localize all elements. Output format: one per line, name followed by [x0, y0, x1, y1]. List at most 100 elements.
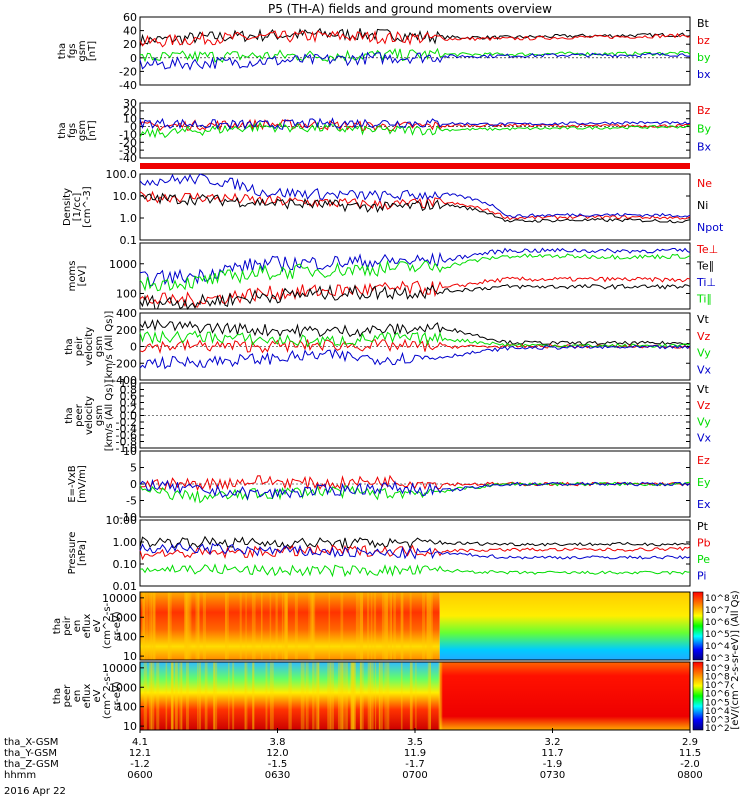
- spectrogram-streak: [195, 592, 200, 660]
- spectrogram-streak: [228, 662, 230, 730]
- spectrogram-streak: [340, 592, 344, 660]
- time-axis-row-label: tha_X-GSM: [4, 737, 58, 748]
- series-line-Ne: [139, 190, 691, 221]
- y-tick-label: 100: [116, 287, 137, 300]
- spectrogram-streak: [355, 592, 359, 660]
- colorbar-tick-label: 10^3: [705, 654, 730, 664]
- spectrogram-streak: [345, 662, 348, 730]
- y-axis-label: velocity: [84, 327, 95, 366]
- spectrogram-streak: [145, 592, 149, 660]
- legend-entry: Ni: [697, 199, 708, 212]
- y-tick-label: 20: [123, 38, 137, 51]
- spectrogram-streak: [300, 662, 305, 730]
- y-tick-label: -0.4: [116, 423, 137, 436]
- spectrogram-streak: [284, 592, 286, 660]
- series-line-Ey: [139, 481, 691, 504]
- y-axis-label: en: [72, 690, 83, 703]
- spectrogram-streak: [409, 662, 413, 730]
- spectrogram-streak: [384, 592, 388, 660]
- series-line-By: [139, 121, 691, 139]
- legend-entry: Vy: [697, 347, 711, 360]
- y-axis-label: sr-eV): [112, 611, 123, 640]
- spectrogram-streak: [370, 592, 373, 660]
- spectrogram-streak: [288, 662, 292, 730]
- spectrogram-region: [439, 592, 690, 660]
- spectrogram-streak: [438, 662, 442, 730]
- spectrogram-streak: [168, 592, 170, 660]
- time-axis-value: -1.9: [543, 759, 563, 770]
- spectrogram-streak: [328, 592, 331, 660]
- y-axis-label: peir: [74, 336, 85, 356]
- spectrogram-streak: [369, 662, 374, 730]
- spectrogram-streak: [428, 592, 432, 660]
- series-line-Ex: [139, 478, 691, 501]
- spectrogram-streak: [179, 662, 182, 730]
- y-tick-label: 0.6: [120, 390, 138, 403]
- y-tick-label: -30: [119, 144, 137, 157]
- spectrogram-1: 10000 1000 100 10 tha peir en eflux eV (cm^2-s-sr…: [52, 591, 730, 664]
- time-axis-value: -1.5: [268, 759, 288, 770]
- chart-title: P5 (TH-A) fields and ground moments over…: [268, 2, 552, 16]
- y-tick-label: 0.2: [120, 403, 138, 416]
- time-axis-value: 12.0: [266, 748, 288, 759]
- spectrogram-streak: [384, 662, 386, 730]
- y-tick-label: 1.0: [120, 212, 138, 225]
- legend-entry: Bt: [697, 17, 710, 30]
- y-tick-label: 10000: [102, 592, 137, 605]
- spectrogram-streak: [269, 662, 274, 730]
- y-axis-label: eV: [92, 619, 103, 632]
- legend-entry: bz: [697, 34, 710, 47]
- y-axis-label: [km/s (All Qs)]: [104, 380, 115, 452]
- y-axis-label: tha: [52, 618, 63, 634]
- y-tick-label: -10: [119, 128, 137, 141]
- y-tick-label: 0.8: [120, 384, 138, 397]
- panel-frame: [139, 382, 691, 449]
- y-tick-label: 100: [116, 631, 137, 644]
- spectrogram-streak: [386, 662, 390, 730]
- time-axis-value: 11.7: [541, 748, 563, 759]
- time-axis-value: 11.9: [404, 748, 426, 759]
- y-tick-label: 200: [116, 324, 137, 337]
- colorbar-tick-label: 10^6: [705, 618, 730, 628]
- y-axis-label: [nT]: [87, 41, 98, 61]
- spectrogram-streak: [426, 592, 429, 660]
- y-tick-label: 0: [130, 121, 137, 134]
- series-line-Pt: [139, 535, 691, 550]
- y-axis-label: peir: [62, 615, 73, 635]
- y-tick-label: 10.0: [113, 190, 138, 203]
- spectrogram-streak: [148, 592, 152, 660]
- series-line-Npot: [139, 173, 691, 218]
- spectrogram-streak: [185, 592, 189, 660]
- spectrogram-streak: [393, 592, 396, 660]
- spectrogram-streak: [286, 592, 288, 660]
- spectrogram-streak: [245, 662, 248, 730]
- spectrogram-streak: [188, 592, 192, 660]
- y-axis-label: [nT]: [87, 120, 98, 140]
- spectrogram-streak: [294, 592, 298, 660]
- y-tick-label: -40: [119, 79, 137, 92]
- series-line-Ti∥: [139, 253, 691, 292]
- spectrogram-streak: [315, 662, 320, 730]
- spectrogram-streak: [367, 662, 371, 730]
- spectrogram-streak: [184, 592, 187, 660]
- spectrogram-streak: [252, 662, 254, 730]
- spectrogram-streak: [202, 592, 206, 660]
- y-tick-label: 0: [130, 478, 137, 491]
- y-axis-label: tha: [57, 122, 68, 138]
- spectrogram-streak: [426, 592, 430, 660]
- panel-8: 10.00 1.00 0.10 0.01 Pressure [nPa] Pt Pb Pe Pi: [67, 514, 711, 593]
- panel-5: 400 200 0 -200 -400 tha peir velocity gsm [km/s (…: [64, 307, 712, 387]
- y-axis-label: [cm^-3]: [82, 186, 93, 227]
- legend-entry: Ex: [697, 498, 711, 511]
- y-tick-label: 100.0: [106, 168, 138, 181]
- spectrogram-streak: [225, 592, 227, 660]
- colorbar: [692, 591, 704, 661]
- y-tick-label: 100: [116, 701, 137, 714]
- time-axis-value: 3.2: [545, 737, 561, 748]
- y-tick-label: -200: [112, 357, 137, 370]
- legend-entry: Te∥: [696, 259, 714, 272]
- time-axis-value: 0630: [265, 770, 290, 781]
- y-tick-label: -400: [112, 374, 137, 387]
- spectrogram-streak: [204, 662, 208, 730]
